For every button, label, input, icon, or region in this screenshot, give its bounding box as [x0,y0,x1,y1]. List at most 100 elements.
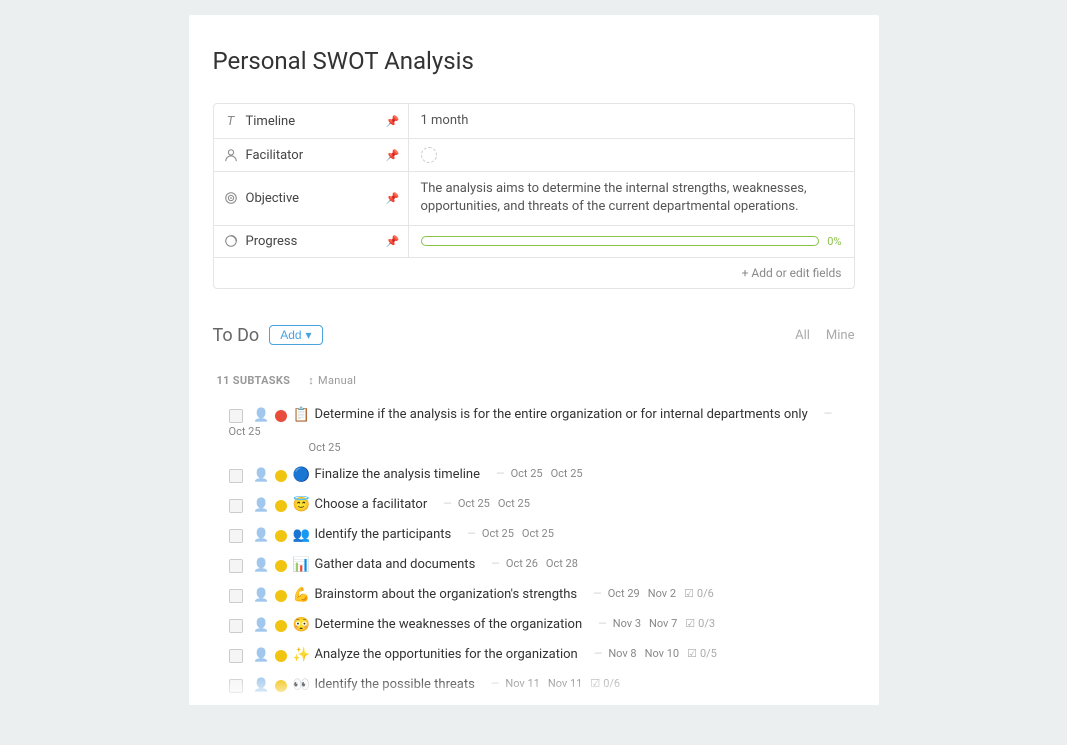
task-title[interactable]: Analyze the opportunities for the organi… [315,647,578,662]
priority-dot-icon[interactable] [275,410,287,422]
assignee-icon[interactable]: 👤 [253,647,271,665]
task-start-date[interactable]: Oct 26 [506,557,538,570]
task-checkbox[interactable] [229,409,243,423]
assignee-icon[interactable]: 👤 [253,587,271,605]
task-start-date[interactable]: Nov 11 [505,677,539,690]
add-button[interactable]: Add ▾ [269,325,322,345]
task-checkbox[interactable] [229,619,243,633]
add-edit-fields-link[interactable]: + Add or edit fields [214,258,854,288]
task-checkbox[interactable] [229,469,243,483]
pin-icon[interactable]: 📌 [386,235,400,248]
task-end-date[interactable]: Nov 2 [648,587,676,600]
task-end-date[interactable]: Oct 25 [522,527,554,540]
task-start-date[interactable]: Oct 25 [229,425,261,438]
task-row[interactable]: 👤😳Determine the weaknesses of the organi… [213,611,855,641]
field-progress[interactable]: Progress 📌 0% [214,226,854,258]
priority-dot-icon[interactable] [275,620,287,632]
task-emoji-icon: 👥 [293,527,309,543]
task-start-date[interactable]: Nov 8 [608,647,636,660]
checklist-icon: ☑ [687,647,697,660]
task-start-date[interactable]: Oct 25 [511,467,543,480]
task-end-date[interactable]: Oct 25 [551,467,583,480]
divider-icon: — [594,647,603,660]
task-checkbox[interactable] [229,679,243,693]
field-progress-value[interactable]: 0% [409,226,854,257]
task-row[interactable]: 👤😇Choose a facilitator—Oct 25Oct 25 [213,491,855,521]
assignee-icon[interactable]: 👤 [253,677,271,695]
task-start-date[interactable]: Oct 29 [608,587,640,600]
task-row[interactable]: 👤👀Identify the possible threats—Nov 11No… [213,671,855,701]
assignee-icon[interactable]: 👤 [253,467,271,485]
subtask-progress-badge[interactable]: ☑0/5 [687,647,717,660]
assignee-icon[interactable]: 👤 [253,617,271,635]
task-start-date[interactable]: Oct 25 [458,497,490,510]
task-title[interactable]: Choose a facilitator [315,497,428,512]
task-checkbox[interactable] [229,529,243,543]
divider-icon: — [598,617,607,630]
priority-dot-icon[interactable] [275,680,287,692]
main-card: Personal SWOT Analysis T Timeline 📌 1 mo… [189,15,879,705]
task-start-date[interactable]: Oct 25 [482,527,514,540]
pin-icon[interactable]: 📌 [386,115,400,128]
sort-arrow-icon: ↕ [308,374,314,387]
field-timeline-value[interactable]: 1 month [409,104,854,138]
field-timeline[interactable]: T Timeline 📌 1 month [214,104,854,139]
task-title[interactable]: Brainstorm about the organization's stre… [315,587,578,602]
priority-dot-icon[interactable] [275,470,287,482]
subtask-progress-badge[interactable]: ☑0/3 [685,617,715,630]
task-title[interactable]: Gather data and documents [315,557,476,572]
assignee-icon[interactable]: 👤 [253,557,271,575]
task-checkbox[interactable] [229,499,243,513]
task-start-date[interactable]: Nov 3 [613,617,641,630]
task-title[interactable]: Identify the participants [315,527,452,542]
task-title[interactable]: Determine the weaknesses of the organiza… [315,617,583,632]
task-end-date[interactable]: Nov 10 [645,647,679,660]
task-checkbox[interactable] [229,559,243,573]
priority-dot-icon[interactable] [275,560,287,572]
subtask-progress-badge[interactable]: ☑0/6 [590,677,620,690]
priority-dot-icon[interactable] [275,500,287,512]
subtasks-count: 11 SUBTASKS [217,374,291,387]
task-row[interactable]: 👤🔵Finalize the analysis timeline—Oct 25O… [213,461,855,491]
task-row[interactable]: 👤💪Brainstorm about the organization's st… [213,581,855,611]
priority-dot-icon[interactable] [275,650,287,662]
task-title[interactable]: Determine if the analysis is for the ent… [315,407,808,422]
task-row[interactable]: 👤📋Determine if the analysis is for the e… [213,401,855,461]
field-objective-value[interactable]: The analysis aims to determine the inter… [409,172,854,224]
add-button-label: Add [280,328,301,342]
checklist-icon: ☑ [685,617,695,630]
task-checkbox[interactable] [229,589,243,603]
pin-icon[interactable]: 📌 [386,192,400,205]
task-row[interactable]: 👤📊Gather data and documents—Oct 26Oct 28 [213,551,855,581]
field-facilitator[interactable]: Facilitator 📌 [214,139,854,172]
divider-icon: — [443,497,452,510]
progress-percent: 0% [827,234,841,249]
task-row[interactable]: 👤✨Analyze the opportunities for the orga… [213,641,855,671]
task-title[interactable]: Identify the possible threats [315,677,475,692]
assignee-icon[interactable]: 👤 [253,497,271,515]
subtask-progress-badge[interactable]: ☑0/6 [684,587,714,600]
task-end-date[interactable]: Oct 25 [498,497,530,510]
filter-all[interactable]: All [795,328,810,343]
divider-icon: — [593,587,602,600]
field-facilitator-value[interactable] [409,139,854,171]
task-title[interactable]: Finalize the analysis timeline [315,467,480,482]
assignee-icon[interactable]: 👤 [253,407,271,425]
field-facilitator-label: Facilitator [246,148,304,163]
priority-dot-icon[interactable] [275,530,287,542]
task-row[interactable]: 👤👥Identify the participants—Oct 25Oct 25 [213,521,855,551]
field-objective[interactable]: Objective 📌 The analysis aims to determi… [214,172,854,225]
priority-dot-icon[interactable] [275,590,287,602]
sort-dropdown[interactable]: ↕ Manual [308,374,356,387]
task-end-date[interactable]: Nov 7 [649,617,677,630]
task-end-date[interactable]: Oct 28 [546,557,578,570]
task-checkbox[interactable] [229,649,243,663]
field-progress-label: Progress [246,234,298,249]
task-end-date[interactable]: Oct 25 [309,441,341,454]
filter-mine[interactable]: Mine [826,328,855,343]
task-end-date[interactable]: Nov 11 [548,677,582,690]
assignee-icon[interactable]: 👤 [253,527,271,545]
person-icon [224,148,238,162]
field-objective-label: Objective [246,191,300,206]
pin-icon[interactable]: 📌 [386,149,400,162]
